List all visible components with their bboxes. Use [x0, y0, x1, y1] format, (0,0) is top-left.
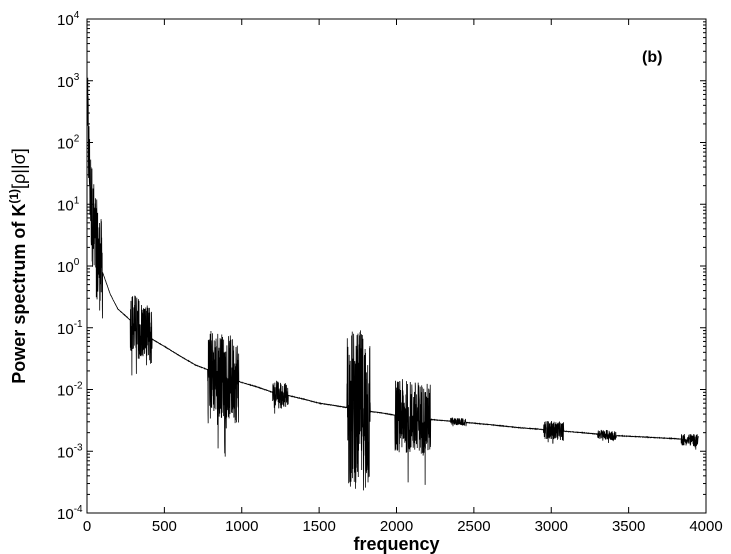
- ticks-layer: 0 500 1000 1500 2000 2500 3000 3500 4000 10-4 10-3…: [57, 10, 723, 535]
- x-tick-label-1500: 1500: [302, 518, 335, 535]
- y-tick-label-4: 104: [57, 10, 80, 29]
- y-axis-title: Power spectrum of K(1)[ρ||σ]: [7, 148, 29, 383]
- y-tick-label-3: 103: [57, 72, 80, 91]
- x-tick-label-500: 500: [152, 518, 177, 535]
- x-tick-label-3500: 3500: [612, 518, 645, 535]
- x-axis-title: frequency: [353, 534, 439, 554]
- x-tick-label-2000: 2000: [380, 518, 413, 535]
- y-tick-label--4: 10-4: [57, 504, 83, 523]
- y-tick-label-0: 100: [57, 257, 80, 276]
- y-tick-label--1: 10-1: [57, 319, 83, 338]
- x-tick-label-1000: 1000: [225, 518, 258, 535]
- y-axis-title-main: Power spectrum of K: [9, 204, 29, 384]
- series-line: [86, 77, 699, 491]
- data-layer: [86, 77, 699, 491]
- x-tick-label-3000: 3000: [535, 518, 568, 535]
- x-tick-label-0: 0: [83, 518, 91, 535]
- y-axis-title-superscript: (1): [7, 189, 21, 204]
- panel-label: (b): [642, 49, 662, 66]
- y-tick-label-1: 101: [57, 195, 80, 214]
- y-tick-label-2: 102: [57, 134, 80, 153]
- y-tick-label--3: 10-3: [57, 442, 83, 461]
- x-tick-label-4000: 4000: [689, 518, 722, 535]
- x-tick-label-2500: 2500: [457, 518, 490, 535]
- y-tick-label--2: 10-2: [57, 381, 83, 400]
- y-axis-title-suffix: [ρ||σ]: [9, 148, 29, 189]
